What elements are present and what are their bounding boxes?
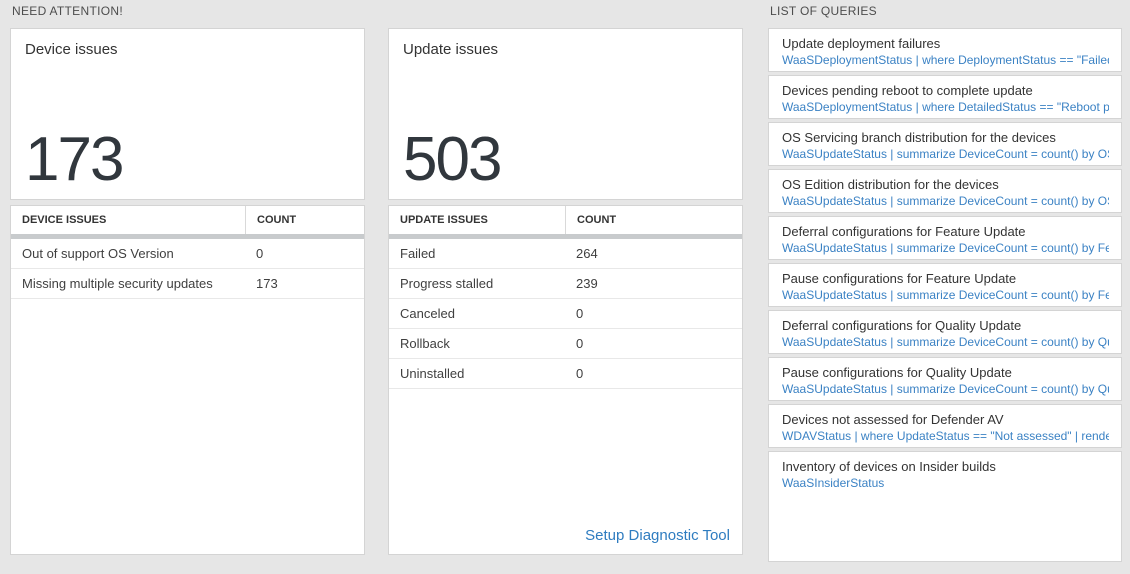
- row-label: Missing multiple security updates: [22, 276, 213, 291]
- count-column-header: COUNT: [565, 206, 742, 234]
- query-title: Deferral configurations for Feature Upda…: [782, 224, 1026, 239]
- row-count: 239: [576, 276, 598, 291]
- table-row[interactable]: Out of support OS Version 0: [11, 239, 364, 269]
- row-count: 173: [256, 276, 278, 291]
- query-title: OS Servicing branch distribution for the…: [782, 130, 1056, 145]
- device-issues-tile[interactable]: Device issues 173: [10, 28, 365, 200]
- query-title: Devices pending reboot to complete updat…: [782, 83, 1033, 98]
- update-issues-column-header: UPDATE ISSUES: [400, 214, 488, 226]
- query-title: Pause configurations for Quality Update: [782, 365, 1012, 380]
- update-issues-title: Update issues: [403, 41, 499, 58]
- device-table-rows: Out of support OS Version 0 Missing mult…: [11, 239, 364, 299]
- table-header-divider-bar: [11, 234, 364, 239]
- row-label: Rollback: [400, 336, 450, 351]
- table-row[interactable]: Failed 264: [389, 239, 742, 269]
- query-item[interactable]: Devices pending reboot to complete updat…: [768, 75, 1122, 119]
- device-issues-table: DEVICE ISSUES COUNT Out of support OS Ve…: [10, 205, 365, 555]
- query-text: WaaSDeploymentStatus | where DetailedSta…: [782, 100, 1109, 114]
- table-row[interactable]: Uninstalled 0: [389, 359, 742, 389]
- query-text: WaaSUpdateStatus | summarize DeviceCount…: [782, 194, 1109, 208]
- table-row[interactable]: Canceled 0: [389, 299, 742, 329]
- table-row[interactable]: Missing multiple security updates 173: [11, 269, 364, 299]
- row-count: 0: [256, 246, 264, 261]
- query-text: WaaSUpdateStatus | summarize DeviceCount…: [782, 147, 1109, 161]
- update-table-header: UPDATE ISSUES COUNT: [389, 206, 742, 234]
- device-issues-title: Device issues: [25, 41, 118, 58]
- row-label: Canceled: [400, 306, 455, 321]
- list-of-queries-header: LIST OF QUERIES: [770, 4, 877, 18]
- query-title: Pause configurations for Feature Update: [782, 271, 1017, 286]
- query-title: Devices not assessed for Defender AV: [782, 412, 1004, 427]
- update-issues-big-count: 503: [403, 125, 502, 194]
- query-title: OS Edition distribution for the devices: [782, 177, 999, 192]
- query-list: Update deployment failures WaaSDeploymen…: [768, 28, 1122, 562]
- row-label: Out of support OS Version: [22, 246, 174, 261]
- update-table-rows: Failed 264 Progress stalled 239 Canceled…: [389, 239, 742, 389]
- query-item[interactable]: Devices not assessed for Defender AV WDA…: [768, 404, 1122, 448]
- row-count: 0: [576, 306, 584, 321]
- query-item[interactable]: Inventory of devices on Insider builds W…: [768, 451, 1122, 562]
- query-item[interactable]: Deferral configurations for Feature Upda…: [768, 216, 1122, 260]
- query-item[interactable]: Pause configurations for Quality Update …: [768, 357, 1122, 401]
- query-text: WaaSUpdateStatus | summarize DeviceCount…: [782, 288, 1109, 302]
- device-issues-big-count: 173: [25, 125, 124, 194]
- device-issues-column-header: DEVICE ISSUES: [22, 214, 107, 226]
- query-text: WaaSUpdateStatus | summarize DeviceCount…: [782, 241, 1109, 255]
- update-issues-table: UPDATE ISSUES COUNT Failed 264 Progress …: [388, 205, 743, 555]
- count-column-header: COUNT: [245, 206, 364, 234]
- query-text: WDAVStatus | where UpdateStatus == "Not …: [782, 429, 1109, 443]
- query-item[interactable]: Deferral configurations for Quality Upda…: [768, 310, 1122, 354]
- query-text: WaaSDeploymentStatus | where DeploymentS…: [782, 53, 1109, 67]
- query-item[interactable]: OS Edition distribution for the devices …: [768, 169, 1122, 213]
- need-attention-header: NEED ATTENTION!: [12, 4, 123, 18]
- row-label: Uninstalled: [400, 366, 465, 381]
- table-row[interactable]: Progress stalled 239: [389, 269, 742, 299]
- row-label: Progress stalled: [400, 276, 494, 291]
- row-count: 0: [576, 366, 584, 381]
- device-table-header: DEVICE ISSUES COUNT: [11, 206, 364, 234]
- query-text: WaaSUpdateStatus | summarize DeviceCount…: [782, 382, 1109, 396]
- query-title: Update deployment failures: [782, 36, 941, 51]
- query-text: WaaSInsiderStatus: [782, 476, 885, 490]
- row-count: 264: [576, 246, 598, 261]
- table-header-divider-bar: [389, 234, 742, 239]
- setup-diagnostic-tool-link[interactable]: Setup Diagnostic Tool: [585, 527, 730, 544]
- query-item[interactable]: Pause configurations for Feature Update …: [768, 263, 1122, 307]
- query-title: Deferral configurations for Quality Upda…: [782, 318, 1022, 333]
- table-row[interactable]: Rollback 0: [389, 329, 742, 359]
- row-label: Failed: [400, 246, 436, 261]
- query-text: WaaSUpdateStatus | summarize DeviceCount…: [782, 335, 1109, 349]
- query-item[interactable]: Update deployment failures WaaSDeploymen…: [768, 28, 1122, 72]
- query-title: Inventory of devices on Insider builds: [782, 459, 996, 474]
- query-item[interactable]: OS Servicing branch distribution for the…: [768, 122, 1122, 166]
- update-issues-tile[interactable]: Update issues 503: [388, 28, 743, 200]
- row-count: 0: [576, 336, 584, 351]
